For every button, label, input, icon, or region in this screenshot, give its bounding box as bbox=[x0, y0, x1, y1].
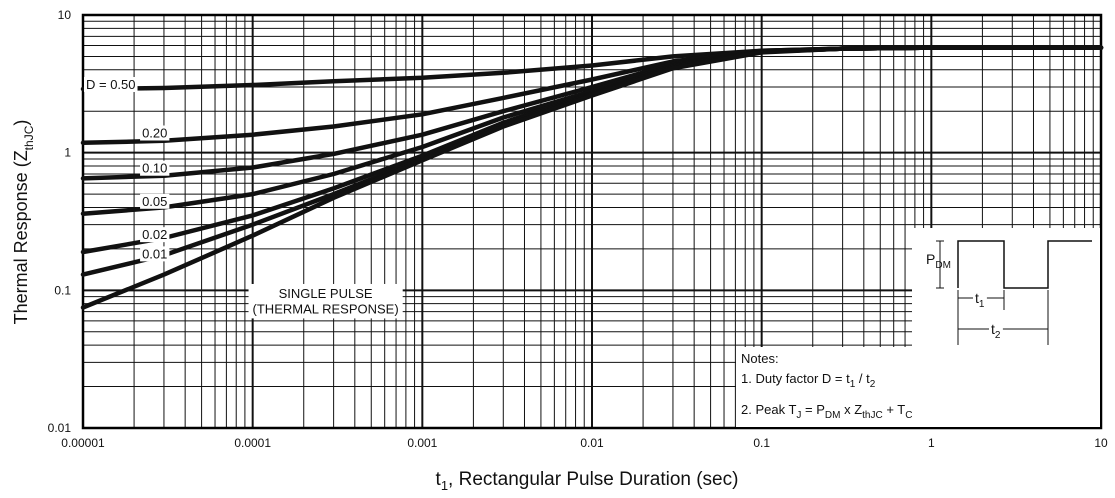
y-tick-label: 0.01 bbox=[48, 421, 72, 435]
y-tick-label: 0.1 bbox=[54, 283, 71, 297]
note-peak-tj-part: DM bbox=[825, 410, 841, 421]
pulse-p-label: PDM bbox=[926, 251, 951, 271]
series-label-bg-2 bbox=[140, 160, 170, 176]
single-pulse-label-bg bbox=[248, 283, 403, 319]
series-label-0: D = 0.50 bbox=[86, 77, 136, 92]
notes-box-bg bbox=[736, 347, 1100, 427]
series-label-bg-1 bbox=[140, 125, 170, 141]
note-peak-tj-part: + T bbox=[883, 402, 906, 417]
note-peak-tj-part: J bbox=[796, 410, 801, 421]
x-tick-label: 0.0001 bbox=[234, 436, 271, 450]
pulse-t2-label-main: t bbox=[991, 321, 995, 337]
series-label-bg-3 bbox=[140, 193, 170, 209]
pulse-p-label-sub: DM bbox=[935, 260, 951, 271]
y-tick-label: 1 bbox=[64, 146, 71, 160]
pulse-t1-label-sub: 1 bbox=[979, 299, 985, 310]
tick-label-layer: 0.00001 0.0001 0.001 0.01 0.1 1 10 0.01 0.1 1 10 bbox=[48, 8, 1108, 450]
note-duty-factor-part: 2 bbox=[870, 379, 876, 390]
pulse-t2-label: t2 bbox=[991, 321, 1001, 341]
series-label-5: 0.01 bbox=[142, 246, 167, 261]
note-duty-factor-part: / t bbox=[855, 371, 870, 386]
note-duty-factor-part: 1. Duty factor D = t bbox=[741, 371, 850, 386]
y-axis-title-sub: thJC bbox=[22, 125, 36, 150]
x-tick-label: 10 bbox=[1094, 436, 1108, 450]
x-tick-label: 1 bbox=[928, 436, 935, 450]
series-label-1: 0.20 bbox=[142, 126, 167, 141]
note-peak-tj: 2. Peak TJ = PDM x ZthJC + TC bbox=[741, 402, 912, 421]
series-line-6 bbox=[80, 45, 1104, 310]
note-peak-tj-part: 2. Peak T bbox=[741, 402, 796, 417]
series-label-3: 0.05 bbox=[142, 194, 167, 209]
note-peak-tj-part: thJC bbox=[862, 410, 883, 421]
pulse-t2-label-bg bbox=[989, 321, 1003, 341]
plot-frame bbox=[81, 13, 1103, 430]
series-label-bg-0 bbox=[84, 77, 138, 93]
y-axis-title-main: Thermal Response (Z bbox=[11, 150, 31, 324]
pulse-t1-label: t1 bbox=[975, 290, 985, 310]
note-duty-factor-part: 1 bbox=[850, 379, 856, 390]
pulse-t1-label-bg bbox=[973, 290, 987, 310]
note-peak-tj-part: x Z bbox=[840, 402, 862, 417]
series-label-2: 0.10 bbox=[142, 161, 167, 176]
x-tick-label: 0.1 bbox=[753, 436, 770, 450]
x-tick-label: 0.01 bbox=[580, 436, 604, 450]
series-label-layer: D = 0.50 0.20 0.10 0.05 0.02 0.01 SINGLE PULSE… bbox=[84, 77, 403, 319]
y-tick-label: 10 bbox=[58, 8, 72, 22]
x-axis-title: t1, Rectangular Pulse Duration (sec) bbox=[436, 469, 739, 493]
x-axis-title-t: t bbox=[436, 469, 442, 490]
series-label-bg-4 bbox=[140, 227, 170, 243]
x-tick-label: 0.001 bbox=[407, 436, 437, 450]
series-label-4: 0.02 bbox=[142, 227, 167, 242]
x-axis-title-sub: 1 bbox=[441, 478, 448, 493]
x-tick-label: 0.00001 bbox=[61, 436, 105, 450]
pulse-waveform bbox=[957, 240, 1092, 289]
notes-title: Notes: bbox=[741, 351, 779, 366]
single-pulse-label-line2: (THERMAL RESPONSE) bbox=[253, 301, 399, 316]
note-peak-tj-part: C bbox=[905, 410, 912, 421]
pulse-t1-label-main: t bbox=[975, 290, 979, 306]
note-peak-tj-part: = P bbox=[801, 402, 825, 417]
y-axis-title-close: ) bbox=[11, 120, 31, 126]
note-duty-factor: 1. Duty factor D = t1 / t2 bbox=[741, 371, 876, 390]
series-layer bbox=[80, 45, 1104, 310]
notes-box: Notes: 1. Duty factor D = t1 / t2 2. Peak … bbox=[736, 347, 1100, 427]
series-label-bg-5 bbox=[140, 246, 170, 262]
x-axis-title-rest: , Rectangular Pulse Duration (sec) bbox=[448, 469, 738, 490]
pulse-t2-label-sub: 2 bbox=[995, 330, 1001, 341]
single-pulse-label: SINGLE PULSE bbox=[279, 286, 373, 301]
pulse-p-label-main: P bbox=[926, 251, 935, 267]
notes-title-part: Notes: bbox=[741, 351, 779, 366]
y-axis-title: Thermal Response (ZthJC) bbox=[11, 120, 36, 325]
